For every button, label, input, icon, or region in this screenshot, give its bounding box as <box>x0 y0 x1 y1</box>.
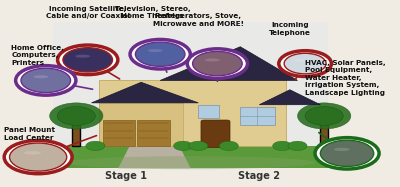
Ellipse shape <box>4 140 72 174</box>
FancyBboxPatch shape <box>103 120 135 146</box>
Ellipse shape <box>67 156 315 169</box>
Ellipse shape <box>205 58 220 62</box>
FancyBboxPatch shape <box>99 80 286 146</box>
Text: Refrigerators, Stove,
Microwave and MORE!: Refrigerators, Stove, Microwave and MORE… <box>153 13 244 27</box>
Ellipse shape <box>24 151 41 155</box>
Ellipse shape <box>58 45 118 75</box>
Ellipse shape <box>279 51 332 76</box>
Ellipse shape <box>16 66 76 95</box>
Text: Stage 2: Stage 2 <box>238 171 280 181</box>
Polygon shape <box>92 82 198 103</box>
Ellipse shape <box>21 68 70 93</box>
Ellipse shape <box>334 148 350 151</box>
Ellipse shape <box>320 140 374 166</box>
Polygon shape <box>38 146 343 168</box>
Circle shape <box>219 141 238 151</box>
FancyBboxPatch shape <box>320 123 328 146</box>
FancyBboxPatch shape <box>240 107 274 125</box>
Circle shape <box>298 103 351 129</box>
Circle shape <box>86 141 105 151</box>
FancyBboxPatch shape <box>53 22 328 168</box>
Ellipse shape <box>284 53 326 74</box>
Polygon shape <box>259 90 320 105</box>
Ellipse shape <box>148 49 163 52</box>
Circle shape <box>273 141 292 151</box>
Circle shape <box>305 107 343 125</box>
Text: Panel Mount
Load Center: Panel Mount Load Center <box>4 127 55 141</box>
Ellipse shape <box>192 51 242 76</box>
Text: Home Office,
Computers,
Printers: Home Office, Computers, Printers <box>12 45 64 66</box>
Circle shape <box>288 141 307 151</box>
Ellipse shape <box>295 59 307 62</box>
Circle shape <box>57 107 95 125</box>
Polygon shape <box>118 146 191 168</box>
Polygon shape <box>160 47 298 80</box>
Text: Incoming
Telephone: Incoming Telephone <box>269 22 311 36</box>
Text: HVAC, Solar Panels,
Pool Equipment,
Water Heater,
Irrigation System,
Landscape L: HVAC, Solar Panels, Pool Equipment, Wate… <box>305 60 386 96</box>
Ellipse shape <box>135 42 185 66</box>
FancyBboxPatch shape <box>201 120 230 147</box>
Ellipse shape <box>187 49 248 78</box>
FancyBboxPatch shape <box>99 103 183 146</box>
FancyBboxPatch shape <box>72 123 80 146</box>
Ellipse shape <box>130 39 190 69</box>
Text: Incoming Satellite,
Cable and/or Coaxial: Incoming Satellite, Cable and/or Coaxial <box>46 6 130 19</box>
Ellipse shape <box>33 75 48 78</box>
Circle shape <box>189 141 208 151</box>
Ellipse shape <box>75 55 90 58</box>
Ellipse shape <box>10 143 67 171</box>
Circle shape <box>174 141 192 151</box>
FancyBboxPatch shape <box>198 105 219 118</box>
Text: Stage 1: Stage 1 <box>105 171 147 181</box>
FancyBboxPatch shape <box>137 120 170 146</box>
Ellipse shape <box>315 138 379 169</box>
Circle shape <box>50 103 103 129</box>
Text: Television, Stereo,
Home Theaters: Television, Stereo, Home Theaters <box>115 6 190 19</box>
Ellipse shape <box>63 48 112 72</box>
